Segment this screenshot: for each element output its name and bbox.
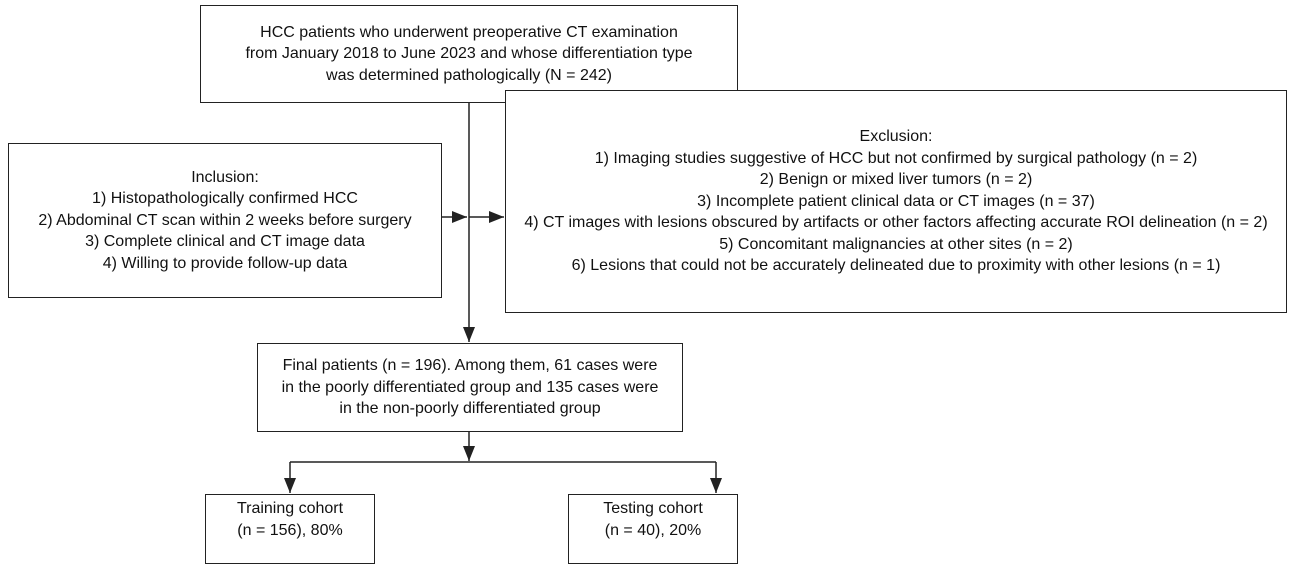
exclusion-box: Exclusion: 1) Imaging studies suggestive … xyxy=(505,90,1287,313)
box-line: 6) Lesions that could not be accurately … xyxy=(571,257,1221,275)
testing-box: Testing cohort (n = 40), 20% xyxy=(568,494,738,564)
inclusion-box: Inclusion: 1) Histopathologically confirm… xyxy=(8,143,442,298)
box-line: 2) Abdominal CT scan within 2 weeks befo… xyxy=(38,211,412,229)
box-line: 4) CT images with lesions obscured by ar… xyxy=(524,214,1268,232)
box-line: from January 2018 to June 2023 and whose… xyxy=(245,45,693,63)
box-line: (n = 156), 80% xyxy=(237,521,343,539)
box-line: was determined pathologically (N = 242) xyxy=(326,66,612,84)
box-line: in the non-poorly differentiated group xyxy=(339,400,601,418)
box-line: 2) Benign or mixed liver tumors (n = 2) xyxy=(759,171,1033,189)
box-line: in the poorly differentiated group and 1… xyxy=(281,378,659,396)
box-title: Inclusion: xyxy=(191,168,259,186)
box-line: 1) Imaging studies suggestive of HCC but… xyxy=(594,149,1198,167)
page: HCC patients who underwent preoperative … xyxy=(8,5,1287,564)
box-line: Training cohort xyxy=(236,500,344,517)
box-line: 1) Histopathologically confirmed HCC xyxy=(92,190,358,208)
training-box: Training cohort (n = 156), 80% xyxy=(205,494,375,564)
box-line: HCC patients who underwent preoperative … xyxy=(260,23,678,41)
box-line: Final patients (n = 196). Among them, 61… xyxy=(282,357,658,375)
box-line: 3) Incomplete patient clinical data or C… xyxy=(697,192,1095,210)
connectors xyxy=(284,103,722,493)
box-line: 3) Complete clinical and CT image data xyxy=(85,233,365,251)
box-line: 5) Concomitant malignancies at other sit… xyxy=(719,235,1073,253)
box-title: Exclusion: xyxy=(859,128,933,146)
top-box: HCC patients who underwent preoperative … xyxy=(200,5,738,103)
box-line: (n = 40), 20% xyxy=(604,521,702,539)
box-line: Testing cohort xyxy=(603,500,703,517)
final-box: Final patients (n = 196). Among them, 61… xyxy=(257,343,683,432)
box-line: 4) Willing to provide follow-up data xyxy=(102,254,348,272)
